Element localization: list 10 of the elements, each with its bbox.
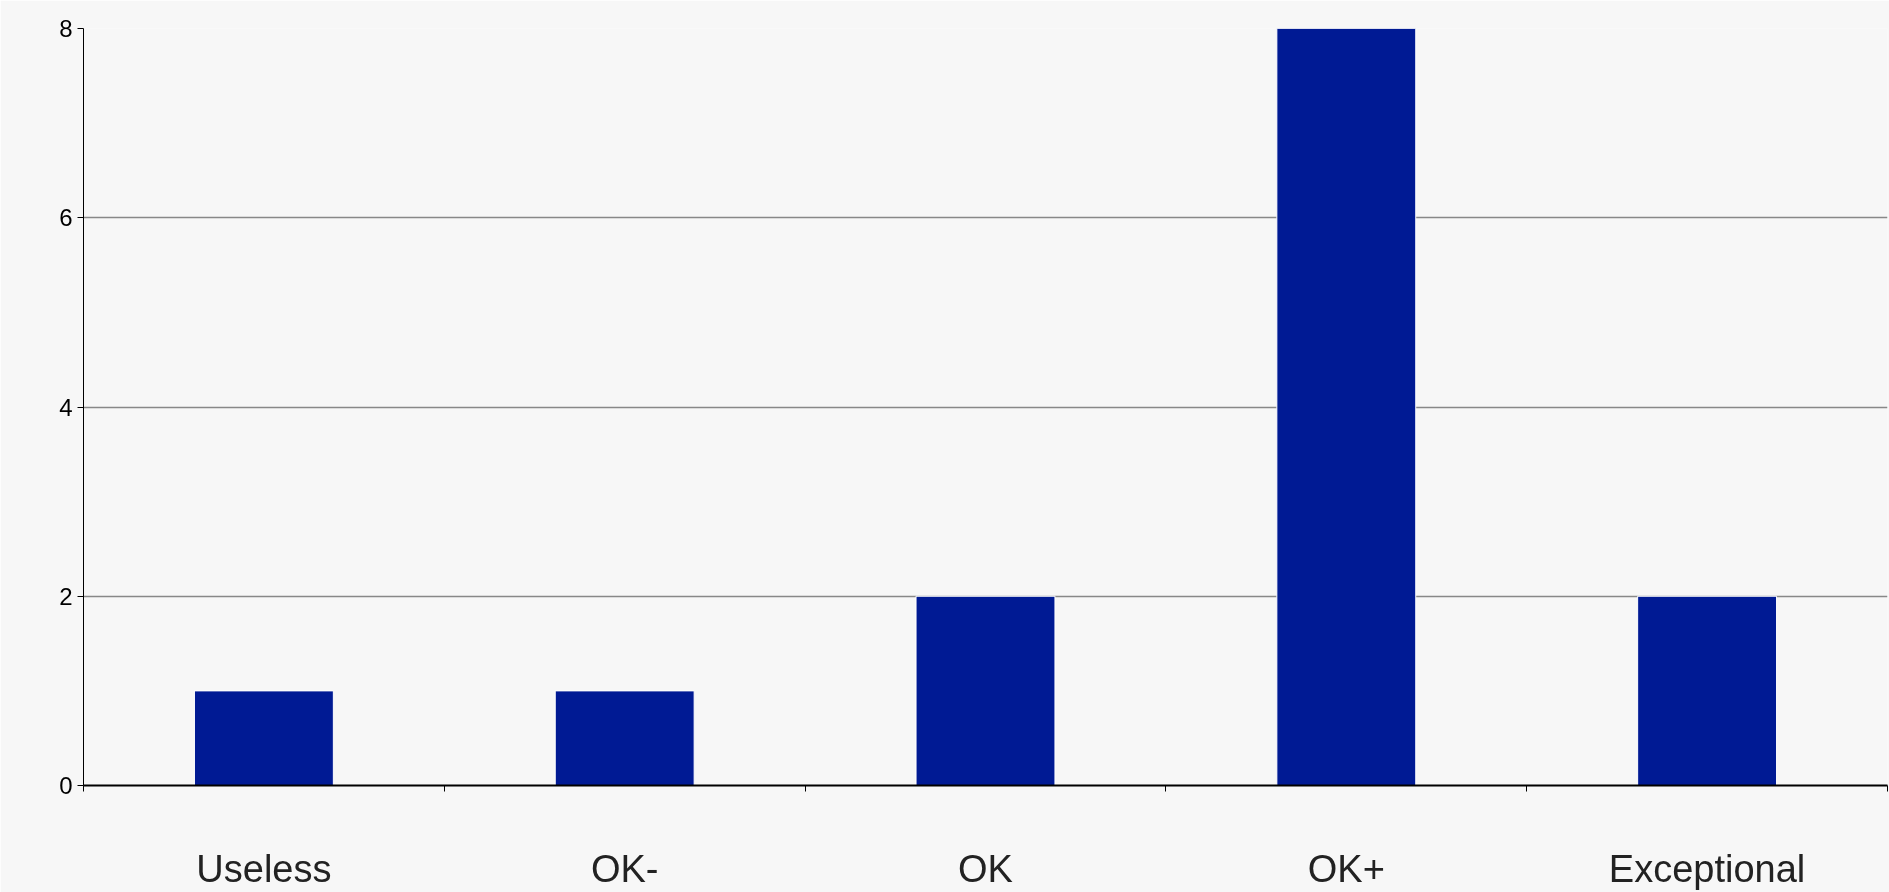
x-tick-label: Exceptional xyxy=(1608,847,1806,890)
y-tick-label: 2 xyxy=(59,582,73,610)
x-tick-label: OK- xyxy=(590,847,659,890)
y-tick-label: 6 xyxy=(59,204,73,232)
x-tick-label: OK xyxy=(958,847,1013,890)
y-tick-label: 4 xyxy=(59,393,73,421)
x-tick-label: Useless xyxy=(196,847,332,890)
y-tick-label: 0 xyxy=(59,772,73,799)
y-tick-label: 8 xyxy=(59,15,73,42)
x-tick-label: OK+ xyxy=(1307,847,1385,890)
